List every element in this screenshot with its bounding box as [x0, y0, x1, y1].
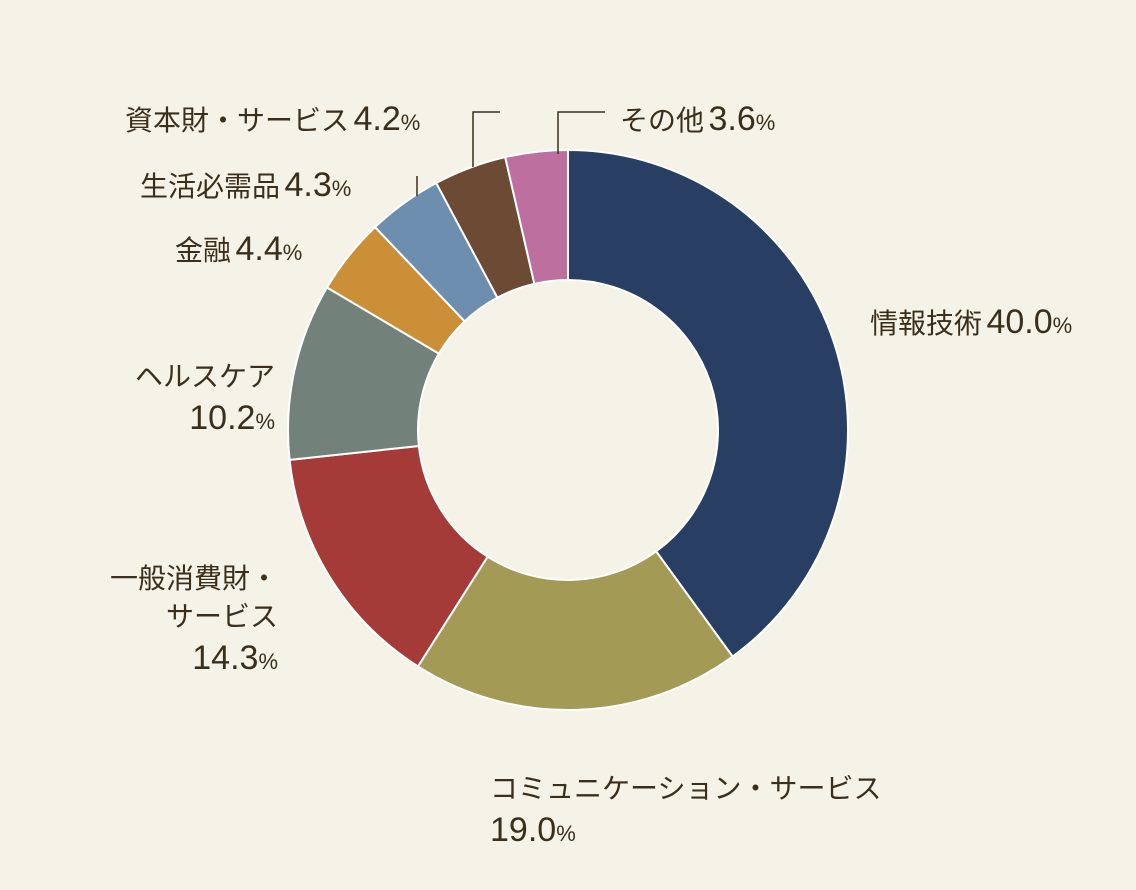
- slice-name: サービス: [166, 601, 278, 632]
- slice-name: ヘルスケア: [135, 361, 275, 392]
- slice-value: 14.3: [192, 639, 258, 677]
- slice-label: 一般消費財・サービス 14.3%: [110, 560, 278, 681]
- slice-name: 情報技術: [870, 308, 982, 339]
- slice-name: その他: [620, 105, 704, 136]
- slice-label: 生活必需品 4.3%: [140, 163, 351, 209]
- percent-sign: %: [283, 240, 303, 265]
- slice-value: 4.4: [235, 230, 282, 268]
- percent-sign: %: [255, 409, 275, 434]
- percent-sign: %: [401, 110, 421, 135]
- leader-line: [558, 112, 605, 154]
- slice-value: 40.0: [986, 303, 1052, 341]
- percent-sign: %: [258, 649, 278, 674]
- slice-name: 生活必需品: [140, 171, 280, 202]
- slice-label: その他 3.6%: [620, 97, 775, 143]
- slice-label: ヘルスケア 10.2%: [135, 358, 275, 442]
- slice-value: 19.0: [490, 811, 556, 849]
- slice-value: 10.2: [189, 399, 255, 437]
- slice-name: 一般消費財・: [110, 563, 278, 594]
- slice-value: 4.2: [353, 100, 400, 138]
- donut-chart-container: 情報技術 40.0% コミュニケーション・サービス 19.0% 一般消費財・サービス 1…: [0, 0, 1136, 890]
- percent-sign: %: [556, 821, 576, 846]
- slice-name: 金融: [175, 235, 231, 266]
- slice-label: 情報技術 40.0%: [870, 300, 1072, 346]
- slice-name: コミュニケーション・サービス: [490, 773, 881, 804]
- slice-label: 金融 4.4%: [175, 227, 302, 273]
- percent-sign: %: [756, 110, 776, 135]
- donut-slices: [288, 150, 848, 710]
- percent-sign: %: [1053, 313, 1073, 338]
- slice-label: コミュニケーション・サービス 19.0%: [490, 770, 881, 854]
- percent-sign: %: [332, 176, 352, 201]
- slice-value: 3.6: [708, 100, 755, 138]
- slice-name: 資本財・サービス: [125, 105, 349, 136]
- slice-value: 4.3: [284, 166, 331, 204]
- slice-label: 資本財・サービス 4.2%: [125, 97, 420, 143]
